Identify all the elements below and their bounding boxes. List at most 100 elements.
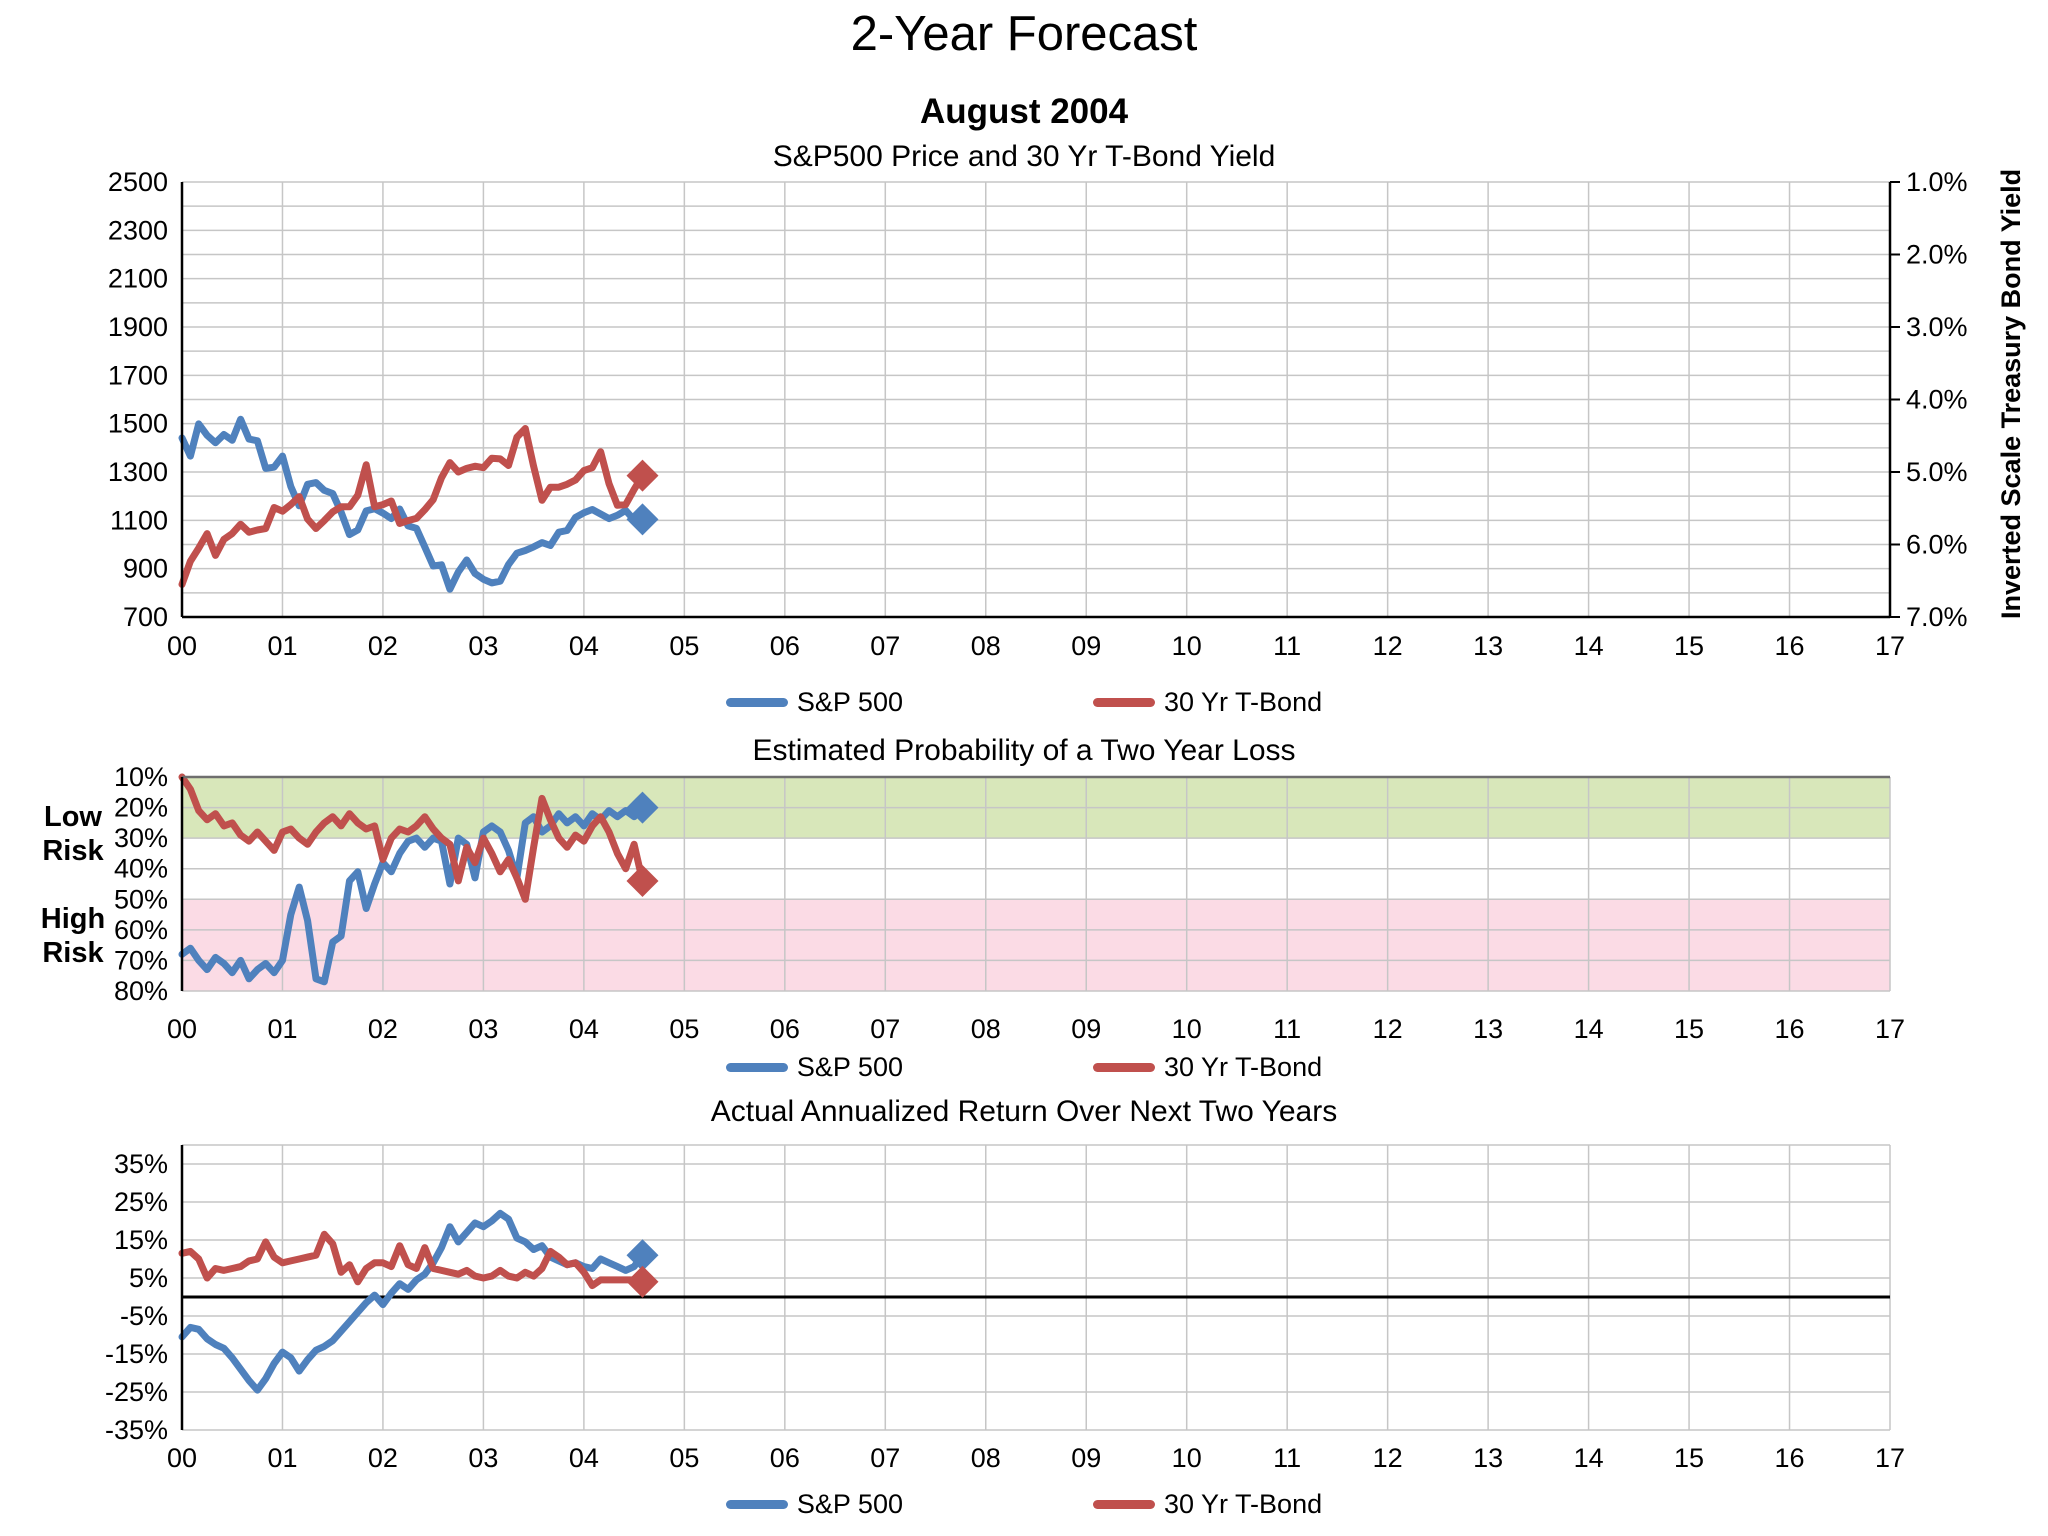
x-tick-label: 07: [870, 631, 900, 661]
x-tick-label: 11: [1273, 1443, 1301, 1473]
left-axis-tick-label: 35%: [114, 1149, 168, 1179]
legend-item-tbond: 30 Yr T-Bond: [1092, 687, 1323, 718]
page-subtitle: August 2004: [919, 92, 1129, 131]
tbond-line-swatch: [1092, 1500, 1155, 1509]
legend-price-yield: S&P 500 30 Yr T-Bond: [0, 687, 2048, 718]
right-axis-tick-label: 6.0%: [1906, 530, 1968, 560]
x-tick-label: 12: [1373, 631, 1403, 661]
x-tick-label: 00: [167, 631, 197, 661]
x-tick-label: 12: [1373, 1014, 1403, 1044]
left-axis-tick-label: 15%: [114, 1225, 168, 1255]
legend-probability: S&P 500 30 Yr T-Bond: [0, 1052, 2048, 1083]
left-axis-tick-label: 40%: [114, 854, 168, 884]
tbond-end-diamond-marker: [626, 459, 659, 492]
legend-item-sp500: S&P 500: [725, 1052, 903, 1083]
x-tick-label: 15: [1674, 631, 1704, 661]
sp500-line-swatch: [725, 1500, 788, 1509]
left-axis-tick-label: 2500: [108, 167, 168, 197]
x-tick-label: 15: [1674, 1443, 1704, 1473]
left-axis-tick-label: -25%: [105, 1377, 168, 1407]
x-tick-label: 02: [368, 631, 398, 661]
x-tick-label: 08: [971, 631, 1001, 661]
high-risk-label: High Risk: [40, 903, 106, 969]
left-axis-tick-label: -5%: [120, 1301, 168, 1331]
legend-tbond-label: 30 Yr T-Bond: [1163, 1052, 1323, 1082]
returns-chart: 35% 25% 15% 5% -5% -15% -25% -35%00 01 02 03 04 05 06…: [105, 1144, 1905, 1473]
tbond-series-line: [178, 425, 646, 588]
right-axis-tick-label: 4.0%: [1906, 385, 1968, 415]
x-tick-label: 17: [1875, 631, 1905, 661]
x-tick-label: 01: [267, 631, 297, 661]
x-tick-label: 00: [167, 1443, 197, 1473]
legend-item-sp500: S&P 500: [725, 1489, 903, 1520]
legend-item-tbond: 30 Yr T-Bond: [1092, 1052, 1323, 1083]
probability-chart-title: Estimated Probability of a Two Year Loss: [752, 734, 1296, 767]
legend-tbond-label: 30 Yr T-Bond: [1163, 687, 1323, 717]
x-tick-label: 10: [1172, 1443, 1202, 1473]
tbond-end-diamond-marker: [626, 864, 659, 897]
x-tick-label: 17: [1875, 1443, 1905, 1473]
x-tick-label: 03: [468, 1014, 498, 1044]
right-axis-tick-label: 2.0%: [1906, 240, 1968, 270]
x-tick-label: 04: [569, 631, 599, 661]
sp500-series-line: [178, 804, 646, 986]
price-yield-chart-title: S&P500 Price and 30 Yr T-Bond Yield: [772, 140, 1276, 173]
high-risk-band: [182, 899, 1890, 991]
x-tick-label: 00: [167, 1014, 197, 1044]
x-tick-label: 06: [770, 631, 800, 661]
x-tick-label: 10: [1172, 1014, 1202, 1044]
sp500-line-swatch: [725, 698, 788, 707]
x-tick-label: 14: [1574, 631, 1604, 661]
left-axis-tick-label: 2100: [108, 264, 168, 294]
x-tick-label: 10: [1172, 631, 1202, 661]
legend-item-sp500: S&P 500: [725, 687, 903, 718]
left-axis-tick-label: 1500: [108, 409, 168, 439]
tbond-series-line: [178, 1230, 646, 1290]
x-tick-label: 11: [1273, 631, 1301, 661]
left-axis-tick-label: 1700: [108, 360, 168, 390]
legend-sp500-label: S&P 500: [796, 1489, 903, 1519]
left-axis-tick-label: 1300: [108, 457, 168, 487]
sp500-end-diamond-marker: [626, 791, 659, 824]
x-tick-label: 14: [1574, 1014, 1604, 1044]
left-axis-tick-label: 30%: [114, 823, 168, 853]
left-axis-tick-label: -35%: [105, 1415, 168, 1445]
right-axis-tick-label: 7.0%: [1906, 602, 1968, 632]
x-tick-label: 01: [267, 1014, 297, 1044]
legend-sp500-label: S&P 500: [796, 687, 903, 717]
right-axis-tick-label: 3.0%: [1906, 312, 1968, 342]
x-tick-label: 03: [468, 1443, 498, 1473]
left-axis-tick-label: 1900: [108, 312, 168, 342]
x-tick-label: 17: [1875, 1014, 1905, 1044]
legend-returns: S&P 500 30 Yr T-Bond: [0, 1489, 2048, 1520]
x-tick-label: 01: [267, 1443, 297, 1473]
x-tick-label: 13: [1473, 631, 1503, 661]
x-tick-label: 05: [669, 631, 699, 661]
x-tick-label: 13: [1473, 1443, 1503, 1473]
left-axis-tick-label: 25%: [114, 1187, 168, 1217]
x-tick-label: 11: [1273, 1014, 1301, 1044]
tbond-end-diamond-marker: [626, 1265, 659, 1298]
left-axis-tick-label: 700: [123, 602, 168, 632]
x-tick-label: 07: [870, 1443, 900, 1473]
x-tick-label: 16: [1775, 1014, 1805, 1044]
left-axis-tick-label: 70%: [114, 945, 168, 975]
probability-chart: 10%20%30%40%50%60%70%80% 00 01 02 03 04 05 06 07…: [114, 762, 1905, 1044]
x-tick-label: 03: [468, 631, 498, 661]
page-title: 2-Year Forecast: [850, 7, 1198, 61]
x-tick-label: 16: [1775, 631, 1805, 661]
left-axis-tick-label: 900: [123, 554, 168, 584]
x-tick-label: 04: [569, 1014, 599, 1044]
returns-chart-title: Actual Annualized Return Over Next Two Y…: [710, 1095, 1338, 1128]
x-tick-label: 05: [669, 1443, 699, 1473]
left-axis-tick-label: 50%: [114, 884, 168, 914]
left-axis-tick-label: 80%: [114, 976, 168, 1006]
left-axis-tick-label: 60%: [114, 915, 168, 945]
right-axis-tick-label: 1.0%: [1906, 167, 1968, 197]
tbond-line-swatch: [1092, 698, 1155, 707]
x-tick-label: 09: [1071, 1443, 1101, 1473]
left-axis-tick-label: -15%: [105, 1339, 168, 1369]
x-tick-label: 02: [368, 1014, 398, 1044]
right-axis-tick-label: 5.0%: [1906, 457, 1968, 487]
